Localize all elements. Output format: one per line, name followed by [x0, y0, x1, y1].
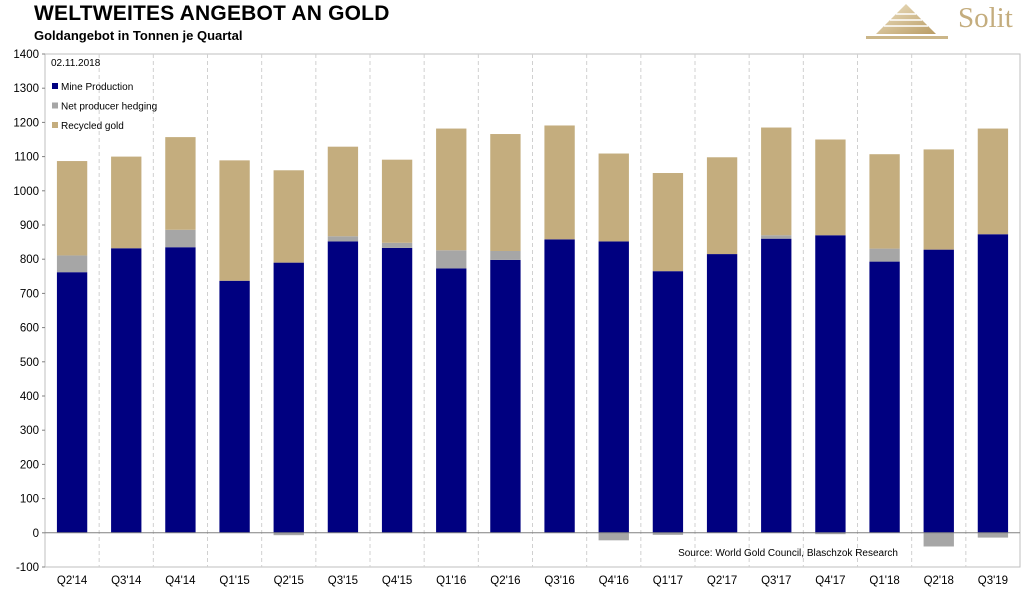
x-tick-label: Q3'17	[761, 575, 791, 587]
y-tick-label: 700	[20, 288, 39, 300]
y-tick-label: -100	[16, 562, 39, 574]
y-tick-label: 1100	[14, 152, 39, 164]
bar-recycled-gold	[381, 159, 413, 243]
y-tick-label: 0	[33, 528, 39, 540]
x-tick-label: Q3'14	[111, 575, 142, 587]
bar-recycled-gold	[815, 139, 846, 236]
bar-mine-production	[761, 238, 792, 533]
x-tick-label: Q3'16	[544, 575, 574, 587]
y-tick-label: 1000	[13, 186, 39, 198]
bar-mine-production	[923, 249, 954, 533]
bar-mine-production	[219, 280, 250, 533]
bar-recycled-gold	[327, 146, 359, 237]
x-tick-label: Q4'17	[815, 575, 845, 587]
bar-mine-production	[436, 268, 467, 533]
bar-mine-production	[327, 241, 359, 533]
bar-net-producer-hedging	[923, 532, 954, 547]
x-tick-label: Q2'14	[57, 575, 88, 587]
bar-net-producer-hedging	[381, 242, 413, 248]
bar-net-producer-hedging	[165, 229, 196, 248]
bar-net-producer-hedging	[761, 235, 792, 239]
bar-mine-production	[111, 248, 142, 533]
bar-net-producer-hedging	[436, 250, 467, 269]
bar-mine-production	[56, 272, 88, 533]
bar-mine-production	[652, 271, 684, 533]
x-tick-label: Q4'16	[599, 575, 629, 587]
y-tick-label: 800	[20, 254, 39, 266]
bar-recycled-gold	[869, 154, 900, 249]
y-tick-label: 1300	[13, 83, 39, 95]
y-tick-label: 900	[20, 220, 39, 232]
bar-mine-production	[544, 239, 575, 533]
bar-mine-production	[869, 261, 900, 533]
bar-mine-production	[490, 259, 521, 533]
bar-net-producer-hedging	[598, 532, 629, 541]
legend-label: Recycled gold	[61, 121, 124, 132]
bar-mine-production	[706, 254, 738, 533]
x-tick-label: Q1'16	[436, 575, 466, 587]
x-tick-label: Q4'15	[382, 575, 412, 587]
bar-recycled-gold	[56, 161, 88, 256]
bar-mine-production	[165, 247, 196, 533]
y-tick-label: 300	[20, 425, 39, 437]
legend-swatch	[52, 83, 58, 89]
x-tick-label: Q3'15	[328, 575, 358, 587]
x-tick-label: Q4'14	[165, 575, 196, 587]
bar-net-producer-hedging	[869, 248, 900, 262]
bar-recycled-gold	[977, 128, 1009, 235]
bar-recycled-gold	[436, 128, 467, 251]
x-tick-label: Q2'16	[490, 575, 520, 587]
y-tick-label: 100	[20, 494, 39, 506]
chart-title: WELTWEITES ANGEBOT AN GOLD	[34, 2, 390, 25]
bar-mine-production	[598, 241, 629, 533]
bar-recycled-gold	[490, 134, 521, 251]
y-tick-label: 600	[20, 323, 39, 335]
bar-recycled-gold	[706, 157, 738, 255]
y-tick-label: 500	[20, 357, 39, 369]
bar-mine-production	[381, 247, 413, 533]
bar-net-producer-hedging	[490, 250, 521, 260]
bar-net-producer-hedging	[56, 255, 88, 273]
legend-label: Mine Production	[61, 82, 133, 93]
legend-swatch	[52, 102, 58, 109]
x-tick-label: Q1'17	[653, 575, 683, 587]
x-tick-label: Q2'15	[274, 575, 304, 587]
bar-net-producer-hedging	[273, 532, 304, 536]
x-tick-label: Q2'17	[707, 575, 737, 587]
bar-mine-production	[977, 234, 1009, 533]
source-label: Source: World Gold Council, Blaschzok Re…	[678, 548, 898, 559]
x-tick-label: Q3'19	[978, 575, 1008, 587]
bar-recycled-gold	[273, 170, 304, 263]
y-tick-label: 400	[20, 391, 39, 403]
bar-mine-production	[815, 235, 846, 533]
legend-swatch	[52, 122, 58, 128]
bar-net-producer-hedging	[815, 532, 846, 535]
y-tick-label: 1200	[13, 117, 39, 129]
bar-net-producer-hedging	[977, 532, 1009, 538]
legend-label: Net producer hedging	[61, 102, 157, 113]
bar-net-producer-hedging	[652, 532, 684, 535]
bar-recycled-gold	[111, 156, 142, 249]
brand-name: Solit	[958, 2, 1013, 34]
bar-recycled-gold	[598, 153, 629, 242]
chart-subtitle: Goldangebot in Tonnen je Quartal	[34, 28, 243, 43]
bar-net-producer-hedging	[327, 236, 359, 242]
bar-recycled-gold	[761, 127, 792, 236]
solit-logo-icon	[866, 4, 948, 39]
x-tick-label: Q2'18	[924, 575, 954, 587]
bar-recycled-gold	[165, 137, 196, 230]
bar-recycled-gold	[923, 149, 954, 250]
x-tick-label: Q1'18	[869, 575, 899, 587]
x-tick-label: Q1'15	[219, 575, 249, 587]
y-tick-label: 200	[20, 459, 39, 471]
bar-mine-production	[273, 262, 304, 533]
bar-recycled-gold	[219, 160, 250, 281]
y-tick-label: 1400	[13, 49, 39, 61]
date-label: 02.11.2018	[51, 58, 101, 69]
bar-recycled-gold	[544, 125, 575, 240]
bar-recycled-gold	[652, 173, 684, 272]
